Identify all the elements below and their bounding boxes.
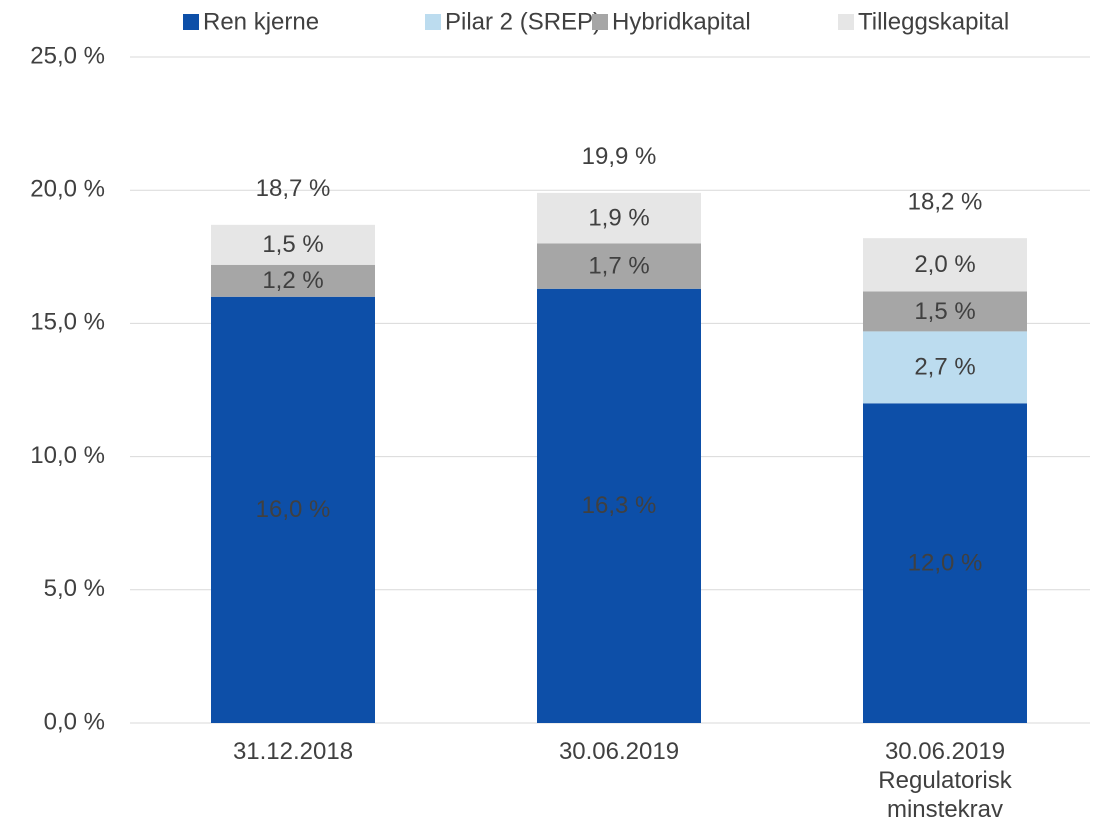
bar-segment xyxy=(211,296,375,723)
y-tick-label: 15,0 % xyxy=(30,309,105,336)
legend-label: Ren kjerne xyxy=(203,8,319,35)
total-label: 18,7 % xyxy=(256,175,331,202)
data-label: 12,0 % xyxy=(908,550,983,577)
legend-swatch xyxy=(425,14,441,30)
data-label: 1,9 % xyxy=(588,205,649,232)
legend-label: Hybridkapital xyxy=(612,8,751,35)
bar-segment xyxy=(537,243,701,289)
legend-swatch xyxy=(183,14,199,30)
data-label: 1,7 % xyxy=(588,252,649,279)
data-label: 2,0 % xyxy=(914,251,975,278)
legend-swatch xyxy=(592,14,608,30)
data-label: 16,0 % xyxy=(256,496,331,523)
total-label: 19,9 % xyxy=(582,143,657,170)
x-tick-label: 30.06.2019 xyxy=(558,738,680,765)
y-tick-label: 10,0 % xyxy=(30,442,105,469)
y-tick-label: 5,0 % xyxy=(44,575,105,602)
data-label: 1,5 % xyxy=(262,231,323,258)
bar-segment xyxy=(863,403,1027,723)
x-tick-label: 31.12.2018 xyxy=(232,738,354,765)
x-tick-label: 30.06.2019 Regulatorisk minstekrav xyxy=(878,738,1012,823)
bar-segment xyxy=(863,331,1027,404)
y-tick-label: 25,0 % xyxy=(30,42,105,69)
data-label: 1,2 % xyxy=(262,267,323,294)
bar-segment xyxy=(211,224,375,265)
bar-segment xyxy=(211,264,375,297)
data-label: 16,3 % xyxy=(582,492,657,519)
bar-segment xyxy=(863,238,1027,292)
bar-segment xyxy=(537,192,701,244)
y-tick-label: 20,0 % xyxy=(30,176,105,203)
legend-label: Pilar 2 (SREP) xyxy=(445,8,601,35)
data-label: 1,5 % xyxy=(914,298,975,325)
bar-segment xyxy=(863,291,1027,332)
y-tick-label: 0,0 % xyxy=(44,708,105,735)
bar-segment xyxy=(537,288,701,723)
data-label: 2,7 % xyxy=(914,354,975,381)
legend-swatch xyxy=(838,14,854,30)
total-label: 18,2 % xyxy=(908,188,983,215)
legend-label: Tilleggskapital xyxy=(858,8,1009,35)
